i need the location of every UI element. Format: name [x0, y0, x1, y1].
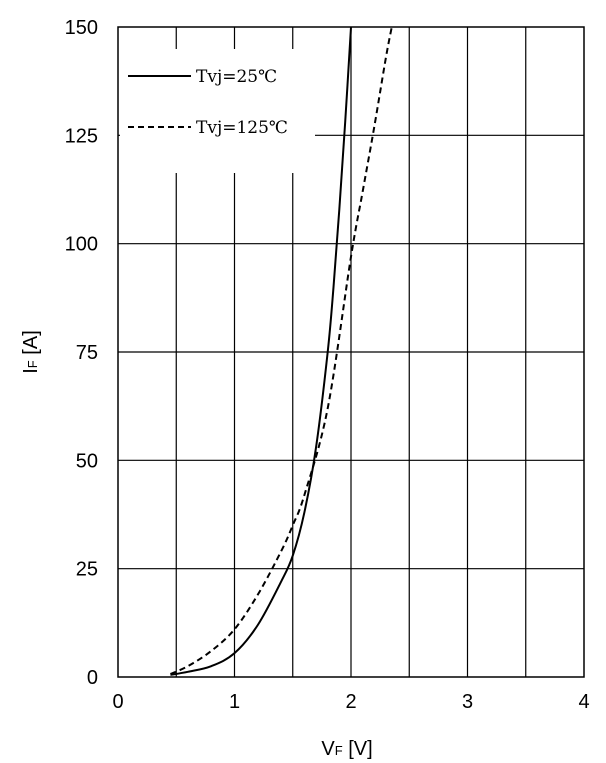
- y-tick-label: 25: [76, 559, 98, 581]
- x-axis-title-main: V: [321, 738, 335, 760]
- x-axis-title: VF [V]: [321, 738, 372, 760]
- x-axis-title-unit: [V]: [343, 738, 373, 760]
- series-line-tvj-25: [170, 26, 352, 676]
- y-tick-label: 125: [65, 125, 98, 147]
- x-tick-label: 0: [112, 691, 123, 713]
- y-axis-title-subscript: F: [25, 360, 40, 368]
- x-tick-label: 3: [462, 691, 473, 713]
- y-axis-title: IF [A]: [20, 330, 42, 374]
- x-axis-title-subscript: F: [335, 743, 343, 758]
- y-tick-label: 75: [76, 342, 98, 364]
- legend-label-tvj-25: Tvj=25℃: [196, 67, 277, 87]
- y-axis-title-unit: [A]: [20, 330, 42, 360]
- x-tick-label: 1: [229, 691, 240, 713]
- legend: Tvj=25℃ Tvj=125℃: [120, 49, 315, 173]
- tick-labels: 0 1 2 3 4 0 25 50 75 100 125 150: [65, 17, 590, 713]
- legend-label-tvj-125: Tvj=125℃: [196, 118, 288, 138]
- y-tick-label: 100: [65, 234, 98, 256]
- x-tick-label: 4: [578, 691, 589, 713]
- series-line-tvj-125: [170, 26, 393, 675]
- legend-background: [120, 49, 315, 173]
- y-tick-label: 150: [65, 17, 98, 39]
- y-axis-title-main: I: [20, 368, 42, 374]
- x-tick-label: 2: [345, 691, 356, 713]
- plot-frame: [117, 26, 585, 678]
- y-tick-label: 0: [87, 667, 98, 689]
- y-tick-label: 50: [76, 450, 98, 472]
- series-lines: [170, 26, 393, 676]
